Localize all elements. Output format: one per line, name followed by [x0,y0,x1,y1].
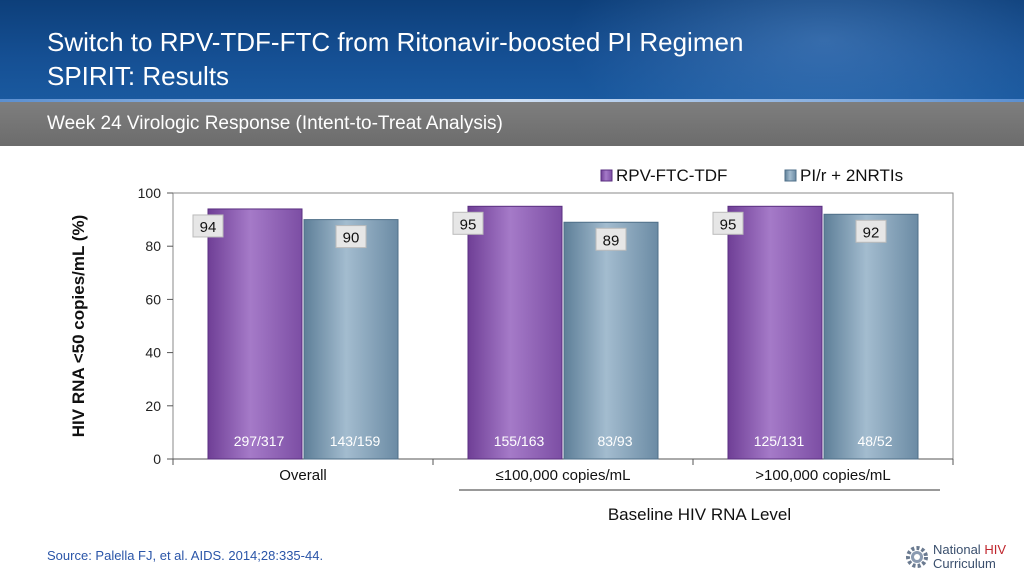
y-tick-label: 60 [145,291,161,307]
national-hiv-curriculum-logo: National HIV Curriculum [903,541,1018,573]
bar-pi-r-2nrtis [563,221,659,460]
x-category-label: Overall [279,467,327,484]
slide-subtitle: Week 24 Virologic Response (Intent-to-Tr… [47,113,503,134]
bar-chart: 0 20 40 60 80 100 HIV RNA <50 copies/mL (%) 94 2… [69,166,954,524]
count-label: 143/159 [330,433,381,449]
count-label: 297/317 [234,433,285,449]
y-tick-label: 100 [138,185,162,201]
legend-label: RPV-FTC-TDF [616,166,727,185]
logo-word-curriculum: Curriculum [933,556,996,571]
subtitle-bar: Week 24 Virologic Response (Intent-to-Tr… [0,102,1024,146]
legend-swatch [600,169,613,182]
data-label-box [192,214,224,238]
count-label: 48/52 [857,433,892,449]
gear-logo-icon [906,546,928,568]
data-label: 90 [343,230,360,247]
data-label: 94 [200,219,217,236]
legend-swatch [784,169,797,182]
legend-label: PI/r + 2NRTIs [800,166,903,185]
logo-word-national: National [933,542,985,557]
data-label-box [595,227,627,251]
chart-area: 0 20 40 60 80 100 HIV RNA <50 copies/mL (%) 94 2… [0,146,1024,546]
x-category-label: ≤100,000 copies/mL [496,467,631,484]
data-label: 92 [863,224,880,241]
data-label-box [712,211,744,235]
data-label: 95 [720,216,737,233]
bar-pi-r-2nrtis [823,213,919,460]
title-line-2: SPIRIT: Results [47,61,230,91]
count-label: 155/163 [494,433,545,449]
y-tick-label: 40 [145,345,161,361]
data-label-box [452,211,484,235]
y-tick-label: 20 [145,398,161,414]
data-label-box [855,219,887,243]
y-tick-label: 0 [153,451,161,467]
y-axis-title: HIV RNA <50 copies/mL (%) [69,215,88,437]
count-label: 125/131 [754,433,805,449]
data-label: 89 [603,232,620,249]
data-label-box [335,225,367,249]
logo-word-hiv: HIV [984,542,1006,557]
data-label: 95 [460,216,477,233]
bar-rpv-ftc-tdf [727,205,823,460]
source-citation: Source: Palella FJ, et al. AIDS. 2014;28… [47,548,324,563]
slide-title: Switch to RPV-TDF-FTC from Ritonavir-boo… [47,25,743,93]
bar-rpv-ftc-tdf [467,205,563,460]
bar-pi-r-2nrtis [303,219,399,460]
x-axis-title: Baseline HIV RNA Level [608,505,791,524]
count-label: 83/93 [597,433,632,449]
header-glow [564,0,1024,102]
header-banner: Switch to RPV-TDF-FTC from Ritonavir-boo… [0,0,1024,102]
bar-rpv-ftc-tdf [207,208,303,460]
title-line-1: Switch to RPV-TDF-FTC from Ritonavir-boo… [47,27,744,57]
header-divider [0,99,1024,102]
x-category-label: >100,000 copies/mL [755,467,891,484]
y-tick-label: 80 [145,238,161,254]
